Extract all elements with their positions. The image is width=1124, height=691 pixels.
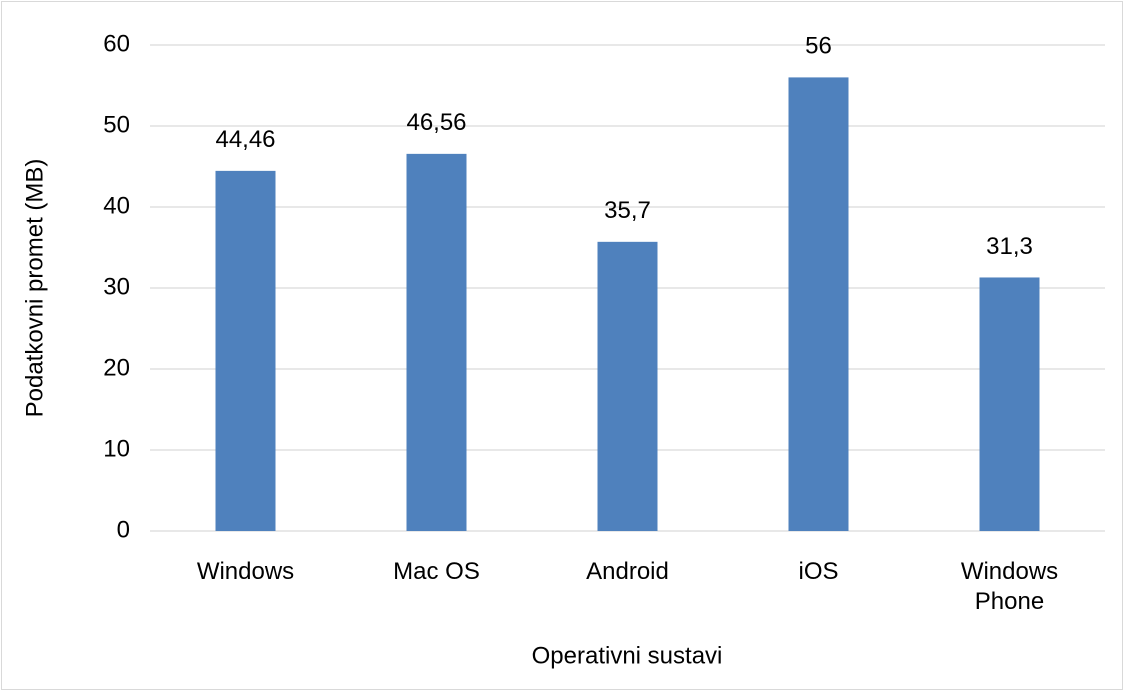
data-label: 35,7 [604,197,651,224]
y-tick-label: 10 [103,435,130,462]
data-label: 46,56 [406,109,466,136]
x-tick-label: Mac OS [393,558,480,585]
bar [406,153,467,531]
x-tick-label: Windows [196,558,295,585]
data-label: 44,46 [215,126,275,153]
y-tick-label: 0 [117,516,130,543]
x-axis-title: Operativni sustavi [532,642,723,669]
x-tick-label: Windows Phone [960,558,1059,615]
y-tick-label: 30 [103,273,130,300]
x-tick-label: Android [586,558,669,585]
bar [215,170,276,531]
bar [979,277,1040,531]
y-tick-label: 20 [103,354,130,381]
y-tick-label: 60 [103,30,130,57]
x-tick-label: iOS [798,558,839,585]
y-tick-label: 50 [103,111,130,138]
bar [597,241,658,531]
y-axis-title: Podatkovni promet (MB) [21,159,48,418]
data-label: 31,3 [986,233,1033,260]
y-tick-label: 40 [103,192,130,219]
data-label: 56 [805,33,832,60]
bar [788,77,849,532]
